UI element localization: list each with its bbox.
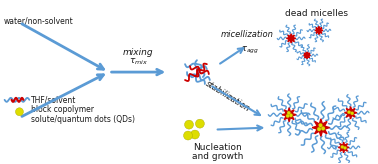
Circle shape bbox=[286, 114, 290, 118]
Text: Nucleation: Nucleation bbox=[194, 143, 242, 152]
Circle shape bbox=[341, 145, 344, 149]
Circle shape bbox=[191, 130, 200, 139]
Text: solute/quantum dots (QDs): solute/quantum dots (QDs) bbox=[31, 115, 135, 124]
Polygon shape bbox=[282, 108, 296, 122]
Polygon shape bbox=[315, 26, 323, 34]
Text: and growth: and growth bbox=[192, 152, 243, 161]
Text: dead micelles: dead micelles bbox=[285, 9, 349, 18]
Polygon shape bbox=[312, 119, 330, 136]
Circle shape bbox=[347, 111, 351, 114]
Circle shape bbox=[184, 120, 194, 129]
Circle shape bbox=[287, 111, 291, 115]
Text: stabilization: stabilization bbox=[204, 79, 252, 113]
Circle shape bbox=[319, 123, 322, 127]
Circle shape bbox=[350, 112, 354, 115]
Circle shape bbox=[317, 127, 321, 131]
Polygon shape bbox=[287, 34, 296, 43]
Polygon shape bbox=[344, 107, 357, 119]
Circle shape bbox=[195, 119, 204, 128]
Text: mixing: mixing bbox=[123, 48, 154, 57]
Text: $\tau_{mix}$: $\tau_{mix}$ bbox=[129, 57, 148, 67]
Text: micellization: micellization bbox=[221, 30, 274, 39]
Circle shape bbox=[15, 108, 23, 116]
Circle shape bbox=[184, 131, 192, 140]
Circle shape bbox=[289, 114, 293, 117]
Polygon shape bbox=[338, 142, 349, 153]
Text: THF/solvent: THF/solvent bbox=[31, 95, 77, 104]
Text: block copolymer: block copolymer bbox=[31, 105, 94, 114]
Text: $\tau_{agg}$: $\tau_{agg}$ bbox=[240, 45, 259, 56]
Circle shape bbox=[321, 126, 325, 130]
Text: water/non-solvent: water/non-solvent bbox=[3, 16, 73, 25]
Circle shape bbox=[344, 146, 347, 150]
Polygon shape bbox=[304, 52, 310, 59]
